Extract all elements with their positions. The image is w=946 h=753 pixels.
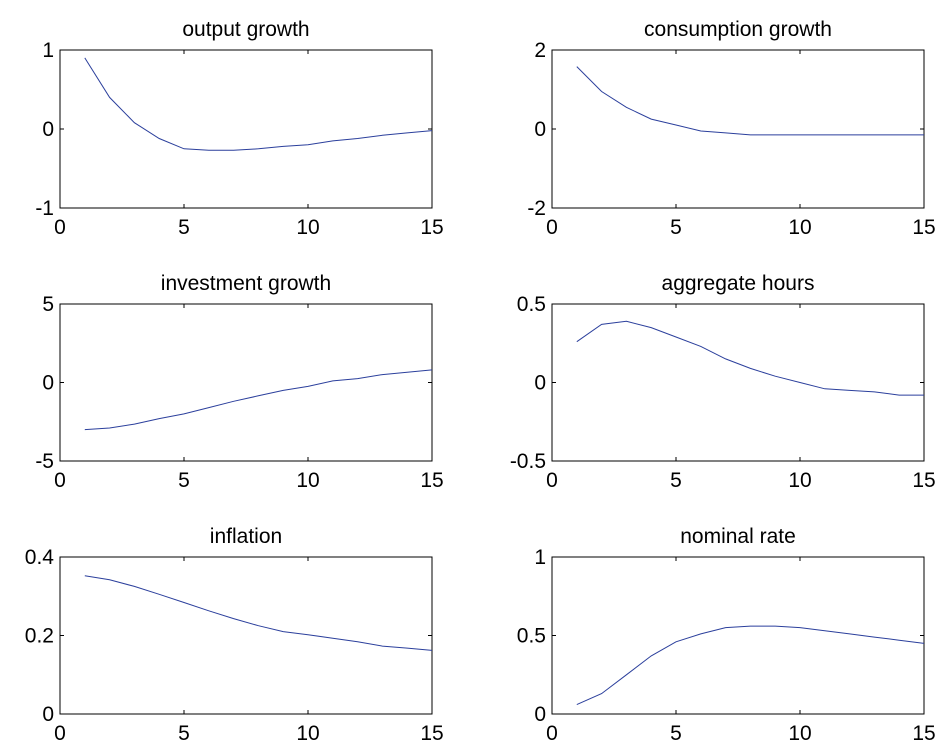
- y-tick-label: -0.5: [510, 450, 546, 473]
- x-tick-label: 10: [296, 722, 319, 745]
- x-tick-label: 0: [546, 469, 558, 492]
- axes-box: [59, 303, 433, 462]
- y-tick-label: 0.4: [25, 546, 55, 569]
- x-tick-label: 5: [178, 722, 190, 745]
- x-tick-label: 15: [912, 216, 935, 239]
- y-tick-label: 0.5: [517, 293, 546, 316]
- panel-inflation: inflation 0 5 10 15 0 0.2 0.4: [25, 525, 444, 745]
- y-tick-label: 1: [534, 546, 546, 569]
- x-tick-label: 10: [788, 216, 811, 239]
- panel-title: output growth: [182, 18, 309, 41]
- y-tick-label: 2: [534, 39, 546, 62]
- series-line-aggregate-hours: [576, 320, 924, 396]
- x-tick-label: 15: [420, 216, 443, 239]
- y-tick-label: 0.2: [25, 625, 54, 648]
- x-tick-label: 5: [670, 469, 682, 492]
- panel-title: nominal rate: [680, 525, 796, 548]
- panel-title: aggregate hours: [662, 272, 815, 295]
- x-tick-label: 5: [670, 216, 682, 239]
- x-tick-label: 5: [178, 469, 190, 492]
- x-tick-label: 5: [670, 722, 682, 745]
- x-tick-label: 0: [54, 216, 66, 239]
- y-tick-label: 0: [534, 703, 546, 726]
- y-tick-label: 0: [534, 372, 546, 395]
- series-line-consumption-growth: [576, 66, 924, 136]
- series-line-inflation: [84, 575, 433, 651]
- series-line-output-growth: [84, 57, 433, 151]
- panel-nominal-rate: nominal rate 0 5 10 15 0 0.5 1: [517, 525, 936, 745]
- x-tick-label: 10: [296, 469, 319, 492]
- y-tick-label: -2: [527, 197, 546, 220]
- x-tick-label: 0: [54, 722, 66, 745]
- axes-box: [59, 556, 433, 715]
- y-tick-label: 0: [42, 118, 54, 141]
- x-tick-label: 15: [420, 722, 443, 745]
- x-tick-label: 0: [54, 469, 66, 492]
- axes-box: [551, 556, 925, 715]
- axes-box: [551, 49, 925, 209]
- x-tick-label: 5: [178, 216, 190, 239]
- y-tick-label: -1: [35, 197, 54, 220]
- x-tick-label: 15: [912, 469, 935, 492]
- y-tick-label: 0: [42, 703, 54, 726]
- x-tick-label: 15: [420, 469, 443, 492]
- series-line-nominal-rate: [576, 625, 925, 706]
- panel-title: consumption growth: [644, 18, 832, 41]
- panel-title: investment growth: [161, 272, 331, 295]
- y-tick-label: 1: [42, 39, 54, 62]
- y-tick-label: 0: [534, 118, 546, 141]
- series-line-investment-growth: [84, 369, 433, 431]
- x-tick-label: 0: [546, 216, 558, 239]
- y-tick-label: -5: [35, 450, 54, 473]
- x-tick-label: 10: [788, 469, 811, 492]
- panel-title: inflation: [210, 525, 282, 548]
- x-tick-label: 15: [912, 722, 935, 745]
- y-tick-label: 0: [42, 372, 54, 395]
- axes-box: [59, 49, 433, 209]
- y-tick-label: 5: [42, 293, 54, 316]
- x-tick-label: 0: [546, 722, 558, 745]
- axes-box: [551, 303, 925, 462]
- x-tick-label: 10: [788, 722, 811, 745]
- x-tick-label: 10: [296, 216, 319, 239]
- y-tick-label: 0.5: [517, 625, 546, 648]
